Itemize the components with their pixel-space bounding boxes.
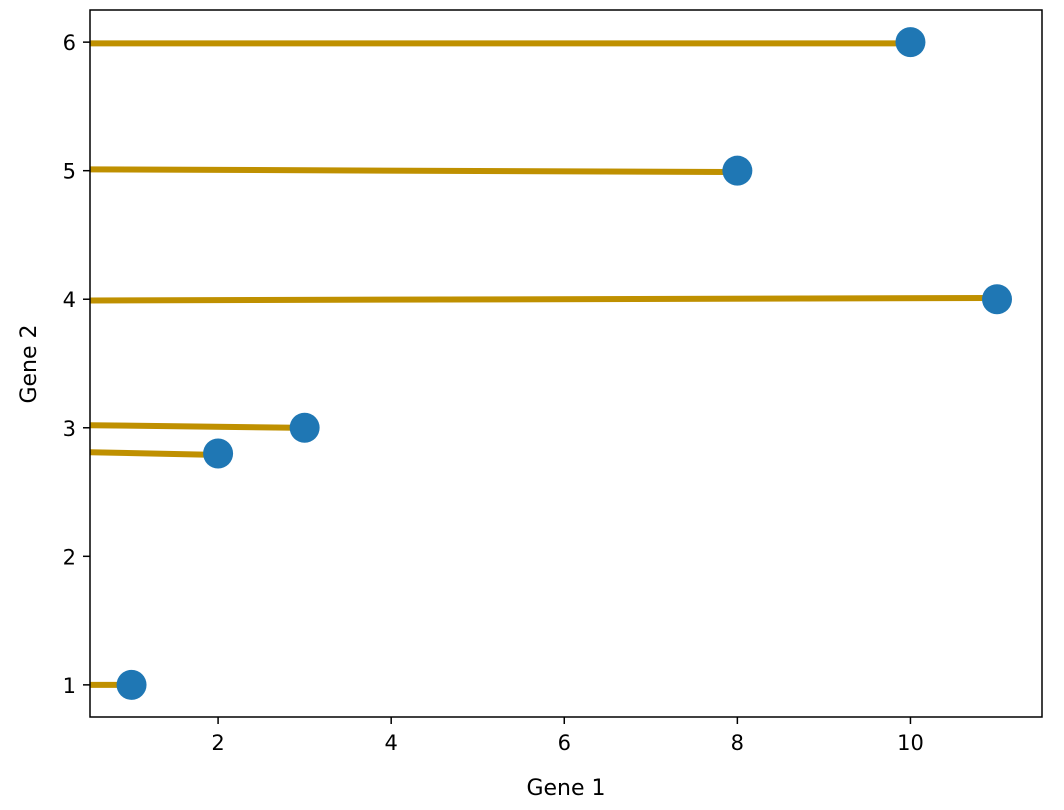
data-point-5 [722,155,753,186]
line-segment-5 [89,166,729,175]
data-point-2 [203,438,234,469]
y-axis-ticks: 1 2 3 4 5 6 [63,31,90,698]
x-tick-label: 6 [558,731,571,755]
y-tick-label: 1 [63,674,76,698]
y-tick-label: 2 [63,545,76,569]
x-tick-label: 2 [211,731,224,755]
x-tick-label: 4 [384,731,397,755]
x-tick-label: 10 [897,731,924,755]
data-point-1 [116,669,147,700]
y-axis-label: Gene 2 [17,324,42,403]
y-tick-label: 6 [63,31,76,55]
line-segment-2 [89,449,210,458]
x-axis-ticks: 2 4 6 8 10 [211,717,924,755]
y-tick-label: 4 [63,288,76,312]
line-segment-4 [89,294,989,304]
data-point-3 [289,412,320,443]
segments-layer [89,40,989,688]
plot-frame [89,9,1043,718]
line-segment-3 [89,422,297,431]
data-point-6 [895,27,926,58]
data-point-4 [981,284,1012,315]
x-axis-label: Gene 1 [526,776,605,801]
x-tick-label: 8 [731,731,744,755]
y-tick-label: 3 [63,417,76,441]
y-tick-label: 5 [63,160,76,184]
plot-background [90,10,1042,717]
points-layer [116,27,1012,700]
